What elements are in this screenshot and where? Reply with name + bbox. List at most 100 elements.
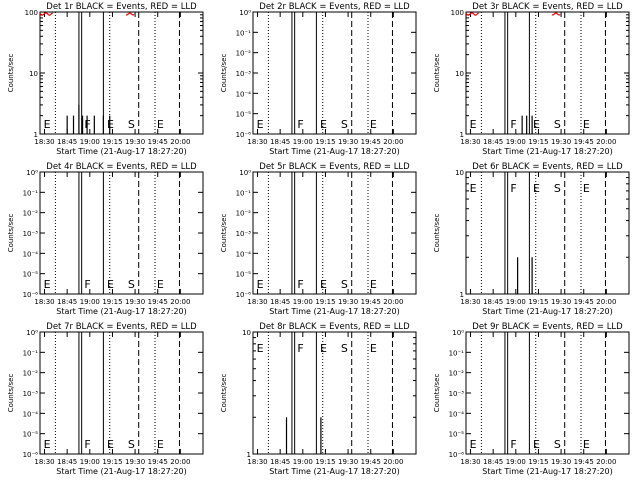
y-tick-label: 10⁻⁶ bbox=[449, 451, 465, 459]
y-tick-label: 10⁰ bbox=[26, 329, 38, 337]
y-tick-label: 10⁰ bbox=[239, 169, 251, 177]
marker-annotation: E bbox=[320, 118, 327, 131]
marker-annotation: E bbox=[470, 182, 477, 195]
x-tick-label: 20:00 bbox=[596, 138, 616, 146]
x-tick-label: 19:30 bbox=[125, 138, 145, 146]
y-tick-label: 10⁻⁵ bbox=[23, 271, 39, 279]
y-tick-label: 10⁰ bbox=[239, 9, 251, 17]
marker-annotation: E bbox=[44, 118, 51, 131]
marker-annotation: E bbox=[370, 278, 377, 291]
x-tick-label: 20:00 bbox=[383, 298, 403, 306]
marker-annotation: S bbox=[554, 118, 561, 131]
marker-annotation: E bbox=[257, 342, 264, 355]
x-tick-label: 19:45 bbox=[148, 458, 168, 466]
panel-4 bbox=[39, 171, 204, 295]
x-tick-label: 18:45 bbox=[483, 138, 503, 146]
panel-9 bbox=[465, 331, 630, 455]
y-tick-label: 10⁰ bbox=[26, 169, 38, 177]
y-tick-label: 1 bbox=[34, 131, 38, 139]
x-tick-label: 19:45 bbox=[574, 458, 594, 466]
marker-annotation: E bbox=[107, 118, 114, 131]
plot-frame bbox=[465, 11, 630, 135]
x-tick-label: 18:45 bbox=[483, 298, 503, 306]
y-tick-label: 10⁻³ bbox=[236, 230, 252, 238]
x-tick-label: 19:00 bbox=[506, 298, 526, 306]
y-axis-label: Counts/sec bbox=[7, 374, 15, 413]
y-tick-label: 10⁰ bbox=[452, 329, 464, 337]
marker-annotation: E bbox=[370, 118, 377, 131]
plot-frame bbox=[252, 11, 417, 135]
x-axis-label: Start Time (21-Aug-17 18:27:20) bbox=[269, 467, 400, 476]
marker-annotation: S bbox=[341, 118, 348, 131]
x-tick-label: 18:45 bbox=[270, 298, 290, 306]
x-tick-label: 19:00 bbox=[506, 458, 526, 466]
x-tick-label: 18:30 bbox=[34, 458, 54, 466]
y-tick-label: 1 bbox=[460, 131, 464, 139]
marker-annotation: E bbox=[583, 182, 590, 195]
y-tick-label: 10⁻³ bbox=[23, 390, 39, 398]
panel-title: Det 3r BLACK = Events, RED = LLD bbox=[472, 2, 623, 12]
x-tick-label: 19:15 bbox=[102, 458, 122, 466]
x-tick-label: 18:30 bbox=[460, 458, 480, 466]
x-tick-label: 18:30 bbox=[34, 138, 54, 146]
y-axis-label: Counts/sec bbox=[220, 374, 228, 413]
x-axis-label: Start Time (21-Aug-17 18:27:20) bbox=[482, 147, 613, 156]
x-tick-label: 19:30 bbox=[338, 298, 358, 306]
y-tick-label: 10⁻¹ bbox=[23, 189, 39, 197]
x-tick-label: 18:45 bbox=[57, 138, 77, 146]
panel-title: Det 2r BLACK = Events, RED = LLD bbox=[259, 2, 410, 12]
y-tick-label: 10⁻⁵ bbox=[449, 431, 465, 439]
marker-annotation: E bbox=[107, 438, 114, 451]
y-tick-label: 10⁻³ bbox=[236, 70, 252, 78]
y-tick-label: 100 bbox=[25, 9, 38, 17]
x-tick-label: 19:15 bbox=[528, 138, 548, 146]
panel-6 bbox=[465, 171, 630, 295]
marker-annotation: S bbox=[128, 278, 135, 291]
y-tick-label: 10⁻⁵ bbox=[236, 111, 252, 119]
lld-curve bbox=[125, 12, 135, 16]
y-axis-label: Counts/sec bbox=[7, 214, 15, 253]
x-tick-label: 18:45 bbox=[57, 458, 77, 466]
x-tick-label: 19:00 bbox=[80, 298, 100, 306]
y-tick-label: 10⁻⁴ bbox=[23, 250, 39, 258]
lld-curve bbox=[39, 12, 54, 16]
x-tick-label: 19:30 bbox=[125, 298, 145, 306]
panel-title: Det 5r BLACK = Events, RED = LLD bbox=[259, 162, 410, 172]
marker-annotation: E bbox=[533, 118, 540, 131]
marker-annotation: E bbox=[44, 438, 51, 451]
x-tick-label: 20:00 bbox=[383, 458, 403, 466]
panel-3 bbox=[465, 11, 630, 135]
panel-title: Det 4r BLACK = Events, RED = LLD bbox=[46, 162, 197, 172]
y-tick-label: 100 bbox=[451, 9, 464, 17]
marker-annotation: E bbox=[583, 118, 590, 131]
marker-annotation: F bbox=[510, 438, 516, 451]
marker-annotation: E bbox=[157, 438, 164, 451]
marker-annotation: E bbox=[320, 342, 327, 355]
y-tick-label: 10⁻² bbox=[23, 370, 39, 378]
y-axis-label: Counts/sec bbox=[433, 374, 441, 413]
y-axis-label: Counts/sec bbox=[433, 214, 441, 253]
x-tick-label: 19:30 bbox=[551, 138, 571, 146]
x-tick-label: 18:30 bbox=[34, 298, 54, 306]
x-tick-label: 19:45 bbox=[361, 138, 381, 146]
y-tick-label: 10⁻⁶ bbox=[236, 131, 252, 139]
x-axis-label: Start Time (21-Aug-17 18:27:20) bbox=[56, 147, 187, 156]
x-tick-label: 19:45 bbox=[361, 298, 381, 306]
marker-annotation: E bbox=[44, 278, 51, 291]
x-tick-label: 18:45 bbox=[483, 458, 503, 466]
x-tick-label: 19:30 bbox=[551, 458, 571, 466]
x-tick-label: 19:00 bbox=[80, 458, 100, 466]
x-tick-label: 19:00 bbox=[293, 458, 313, 466]
x-tick-label: 18:45 bbox=[57, 298, 77, 306]
marker-annotation: F bbox=[84, 438, 90, 451]
marker-annotation: E bbox=[583, 438, 590, 451]
marker-annotation: E bbox=[470, 118, 477, 131]
plot-frame bbox=[39, 171, 204, 295]
panel-title: Det 6r BLACK = Events, RED = LLD bbox=[472, 162, 623, 172]
panel-7 bbox=[39, 331, 204, 455]
marker-annotation: S bbox=[341, 342, 348, 355]
y-tick-label: 10⁻⁶ bbox=[23, 291, 39, 299]
panel-1 bbox=[39, 11, 204, 135]
